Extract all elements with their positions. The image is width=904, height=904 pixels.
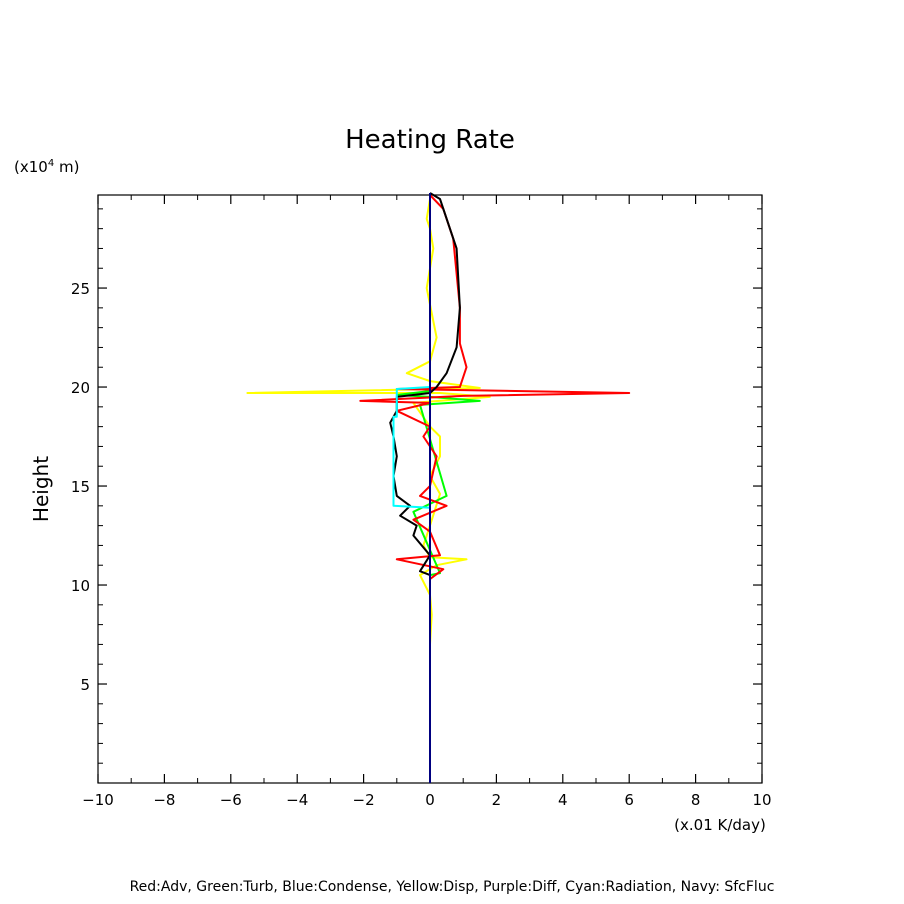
x-tick-label: 10 — [752, 791, 771, 809]
x-tick-label: 2 — [492, 791, 502, 809]
footer-legend: Red:Adv, Green:Turb, Blue:Condense, Yell… — [130, 879, 775, 895]
x-tick-label: 6 — [624, 791, 634, 809]
x-tick-label: 0 — [425, 791, 435, 809]
y-tick-label: 20 — [71, 379, 90, 397]
y-unit-exponent: 4 — [48, 158, 54, 169]
x-tick-label: −8 — [153, 791, 175, 809]
y-unit-prefix: (x10 — [14, 158, 48, 176]
x-axis-unit-label: (x.01 K/day) — [674, 816, 766, 834]
y-unit-suffix: m) — [54, 158, 79, 176]
x-tick-label: −2 — [353, 791, 375, 809]
y-tick-label: 5 — [80, 676, 90, 694]
series-line-green-turb — [395, 390, 481, 577]
series-line-yellow-disp — [246, 198, 491, 645]
x-tick-label: −4 — [286, 791, 308, 809]
x-tick-label: 4 — [558, 791, 568, 809]
chart-title: Heating Rate — [345, 125, 515, 155]
y-unit-label: (x104 m) — [14, 158, 79, 176]
y-tick-label: 10 — [71, 577, 90, 595]
plot-area: −10 −8 −6 −4 −2 0 2 4 6 8 10 5 10 15 20 25 — [71, 192, 772, 809]
y-tick-label: 25 — [71, 280, 90, 298]
series-line-cyan-radiation — [392, 386, 431, 509]
x-tick-label: −6 — [220, 791, 242, 809]
x-tick-label: −10 — [82, 791, 114, 809]
y-tick-label: 15 — [71, 478, 90, 496]
series-line-black — [389, 192, 461, 577]
x-tick-label: 8 — [691, 791, 701, 809]
y-axis-label: Height — [29, 456, 53, 522]
series-line-red-adv — [359, 194, 631, 591]
